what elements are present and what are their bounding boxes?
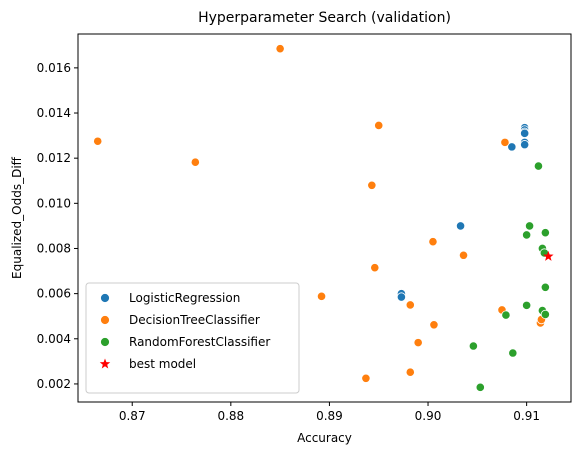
- data-point: [475, 382, 485, 392]
- data-point: [507, 142, 517, 152]
- data-point: [540, 282, 550, 292]
- legend-frame: [85, 282, 300, 394]
- legend-marker: [99, 358, 111, 369]
- data-point: [533, 161, 544, 171]
- data-point: [374, 120, 384, 131]
- legend-marker: [100, 337, 110, 347]
- y-axis-ticks: 0.002 0.004 0.006 0.008 0.010 0.012 0.014 0.016: [37, 61, 78, 391]
- data-point: [501, 310, 511, 320]
- data-point: [455, 221, 466, 231]
- data-point: [520, 128, 530, 138]
- y-tick-label: 0.008: [37, 241, 71, 255]
- y-axis-label: Equalized_Odds_Diff: [10, 156, 24, 279]
- data-point: [540, 309, 550, 320]
- data-point: [508, 348, 518, 358]
- y-tick-label: 0.004: [37, 332, 71, 346]
- data-point: [190, 157, 200, 167]
- y-tick-label: 0.016: [37, 61, 71, 75]
- y-tick-label: 0.006: [37, 287, 71, 301]
- x-tick-label: 0.90: [415, 409, 442, 423]
- x-tick-label: 0.87: [119, 409, 146, 423]
- data-point: [522, 230, 532, 240]
- x-axis-label: Accuracy: [297, 431, 352, 445]
- data-point: [405, 367, 415, 377]
- legend-label: RandomForestClassifier: [129, 335, 270, 349]
- chart-title: Hyperparameter Search (validation): [198, 10, 451, 26]
- data-point: [396, 292, 407, 302]
- data-point: [524, 221, 535, 231]
- data-point: [468, 341, 478, 351]
- data-point: [458, 250, 469, 260]
- legend-marker: [100, 315, 110, 325]
- legend-label: best model: [129, 357, 196, 371]
- data-point: [367, 180, 377, 190]
- data-point: [93, 136, 103, 146]
- data-points: [93, 44, 554, 392]
- y-tick-label: 0.014: [37, 106, 71, 120]
- y-tick-label: 0.012: [37, 151, 71, 165]
- data-point: [540, 228, 550, 238]
- data-point: [405, 300, 415, 310]
- legend-marker: [100, 293, 110, 303]
- x-tick-label: 0.88: [217, 409, 244, 423]
- data-point: [520, 140, 530, 150]
- data-point: [275, 44, 285, 54]
- data-point: [361, 373, 371, 383]
- data-point: [428, 237, 438, 247]
- data-point: [522, 300, 532, 310]
- legend-label: LogisticRegression: [129, 291, 240, 305]
- data-point: [500, 137, 510, 147]
- best-model-point: [543, 250, 554, 261]
- plot-frame: [77, 33, 572, 403]
- x-tick-label: 0.91: [513, 409, 540, 423]
- data-point: [429, 320, 439, 330]
- data-point: [413, 338, 423, 348]
- y-tick-label: 0.002: [37, 377, 71, 391]
- y-tick-label: 0.010: [37, 196, 71, 210]
- data-point: [316, 291, 327, 301]
- data-point: [370, 263, 380, 273]
- x-axis-ticks: 0.87 0.88 0.89 0.90 0.91: [119, 402, 540, 423]
- legend: LogisticRegression DecisionTreeClassifier…: [85, 282, 300, 394]
- x-tick-label: 0.89: [316, 409, 343, 423]
- legend-label: DecisionTreeClassifier: [129, 313, 260, 327]
